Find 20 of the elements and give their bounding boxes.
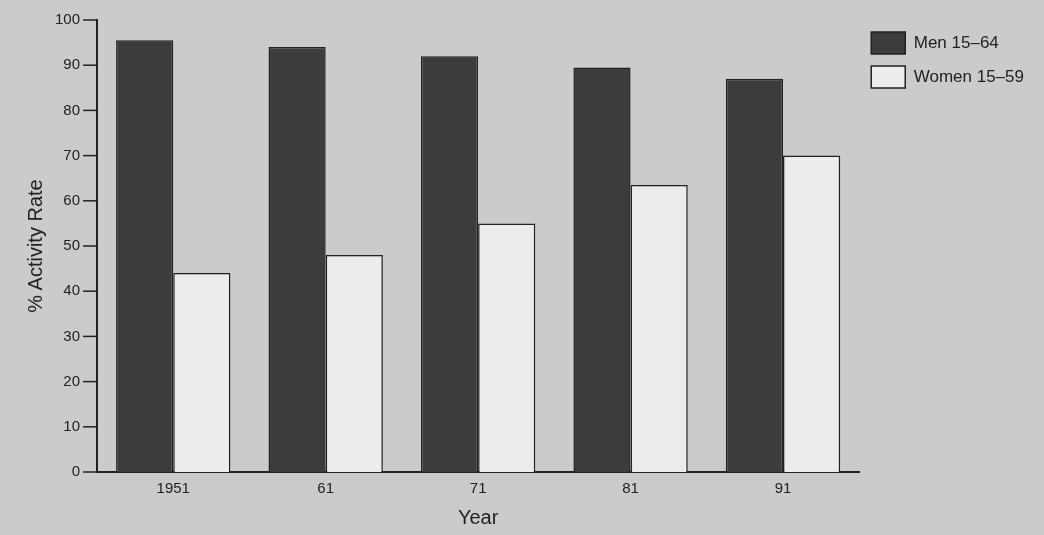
x-axis-title: Year bbox=[457, 505, 499, 528]
y-tick-label: 100 bbox=[55, 10, 81, 28]
y-tick-label: 0 bbox=[71, 462, 81, 480]
y-tick-label: 90 bbox=[63, 55, 81, 73]
y-tick-label: 40 bbox=[63, 281, 81, 299]
y-tick-label: 60 bbox=[63, 190, 81, 208]
x-tick-label: 1951 bbox=[156, 479, 190, 497]
y-tick-label: 30 bbox=[63, 326, 81, 344]
x-tick-label: 81 bbox=[622, 479, 639, 497]
y-tick-label: 80 bbox=[63, 100, 81, 118]
y-tick-label: 70 bbox=[63, 145, 81, 163]
y-tick-label: 20 bbox=[63, 371, 81, 389]
y-axis-title: % Activity Rate bbox=[23, 179, 46, 313]
x-tick-label: 61 bbox=[317, 479, 335, 497]
legend-label: Men 15–64 bbox=[913, 32, 999, 52]
y-tick-label: 50 bbox=[63, 236, 81, 254]
legend-label: Women 15–59 bbox=[913, 66, 1025, 86]
x-tick-label: 71 bbox=[469, 479, 487, 497]
y-tick-label: 10 bbox=[63, 416, 81, 434]
x-tick-label: 91 bbox=[774, 479, 792, 497]
